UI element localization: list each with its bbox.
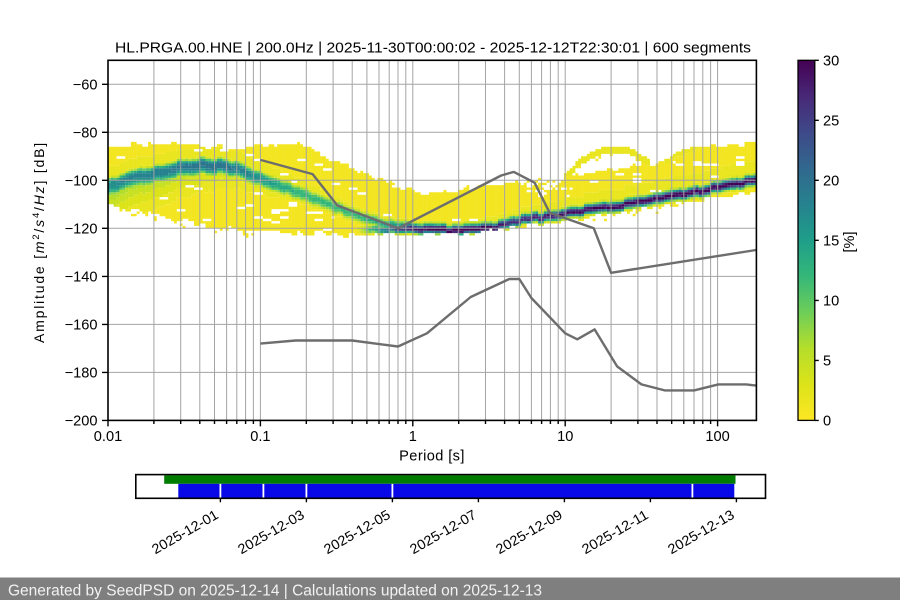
svg-text:−200: −200 <box>65 414 98 430</box>
svg-text:−80: −80 <box>73 126 98 142</box>
svg-text:−140: −140 <box>65 270 98 286</box>
svg-text:−160: −160 <box>65 318 98 334</box>
svg-text:−120: −120 <box>65 222 98 238</box>
svg-text:−180: −180 <box>65 366 98 382</box>
svg-text:30: 30 <box>823 54 839 70</box>
svg-text:10: 10 <box>557 429 573 445</box>
svg-text:HL.PRGA.00.HNE | 200.0Hz | 202: HL.PRGA.00.HNE | 200.0Hz | 2025-11-30T00… <box>115 40 751 57</box>
svg-text:10: 10 <box>823 294 839 310</box>
svg-text:100: 100 <box>705 429 729 445</box>
svg-text:Period [s]: Period [s] <box>399 448 465 464</box>
svg-text:0: 0 <box>823 414 831 430</box>
svg-text:[%]: [%] <box>842 231 858 252</box>
svg-text:0.1: 0.1 <box>250 429 270 445</box>
svg-text:−60: −60 <box>73 78 98 94</box>
svg-text:15: 15 <box>823 234 839 250</box>
svg-text:20: 20 <box>823 174 839 190</box>
svg-text:0.01: 0.01 <box>94 429 122 445</box>
svg-text:Generated by SeedPSD on 2025-1: Generated by SeedPSD on 2025-12-14 | Cal… <box>8 583 542 600</box>
svg-text:25: 25 <box>823 114 839 130</box>
svg-text:1: 1 <box>409 429 417 445</box>
svg-text:−100: −100 <box>65 174 98 190</box>
svg-text:5: 5 <box>823 354 831 370</box>
svg-text:Amplitude [m2/s4/Hz] [dB]: Amplitude [m2/s4/Hz] [dB] <box>31 141 47 343</box>
